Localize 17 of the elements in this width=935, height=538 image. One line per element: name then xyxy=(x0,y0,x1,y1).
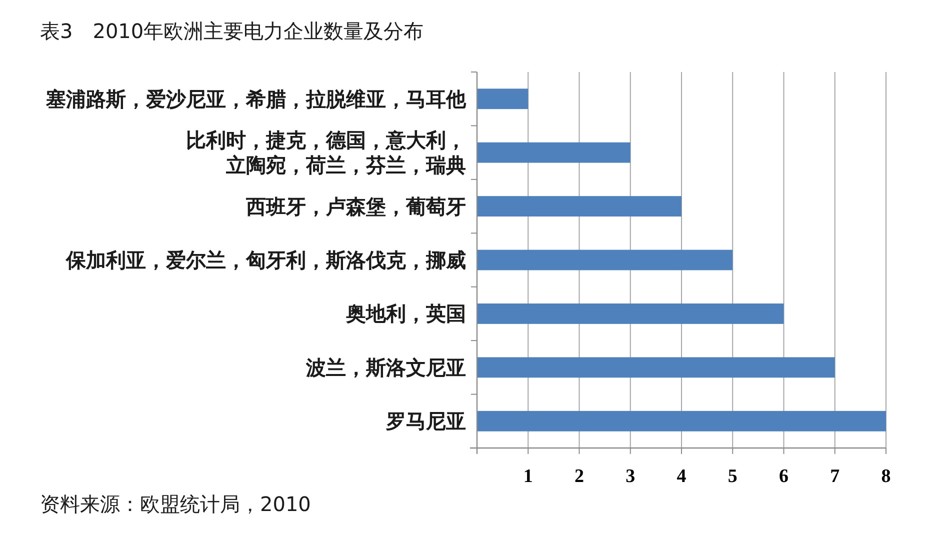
y-tick-label: 塞浦路斯，爱沙尼亚，希腊，拉脱维亚，马耳他 xyxy=(45,86,467,111)
x-tick-label: 6 xyxy=(779,466,788,487)
x-tick-label: 7 xyxy=(830,466,840,487)
y-tick-label: 奥地利，英国 xyxy=(345,302,466,326)
x-tick-label: 4 xyxy=(676,466,687,487)
text: 资料来源：欧盟统计局，2010 xyxy=(40,492,311,516)
x-tick-label: 1 xyxy=(523,466,533,487)
y-tick-label: 罗马尼亚 xyxy=(385,409,466,434)
y-tick-label: 西班牙，卢森堡，葡萄牙 xyxy=(245,194,466,218)
x-tick-label: 5 xyxy=(728,466,738,487)
text: 表3 2010年欧洲主要电力企业数量及分布 xyxy=(40,19,424,43)
y-tick-label: 保加利亚，爱尔兰，匈牙利，斯洛伐克，挪威 xyxy=(65,248,466,272)
x-tick-label: 8 xyxy=(881,466,891,487)
y-tick-label: 比利时，捷克，德国，意大利，立陶宛，荷兰，芬兰，瑞典 xyxy=(186,128,466,178)
y-tick-label: 波兰，斯洛文尼亚 xyxy=(305,355,466,380)
x-tick-label: 2 xyxy=(574,466,584,487)
x-tick-label: 3 xyxy=(626,466,636,487)
